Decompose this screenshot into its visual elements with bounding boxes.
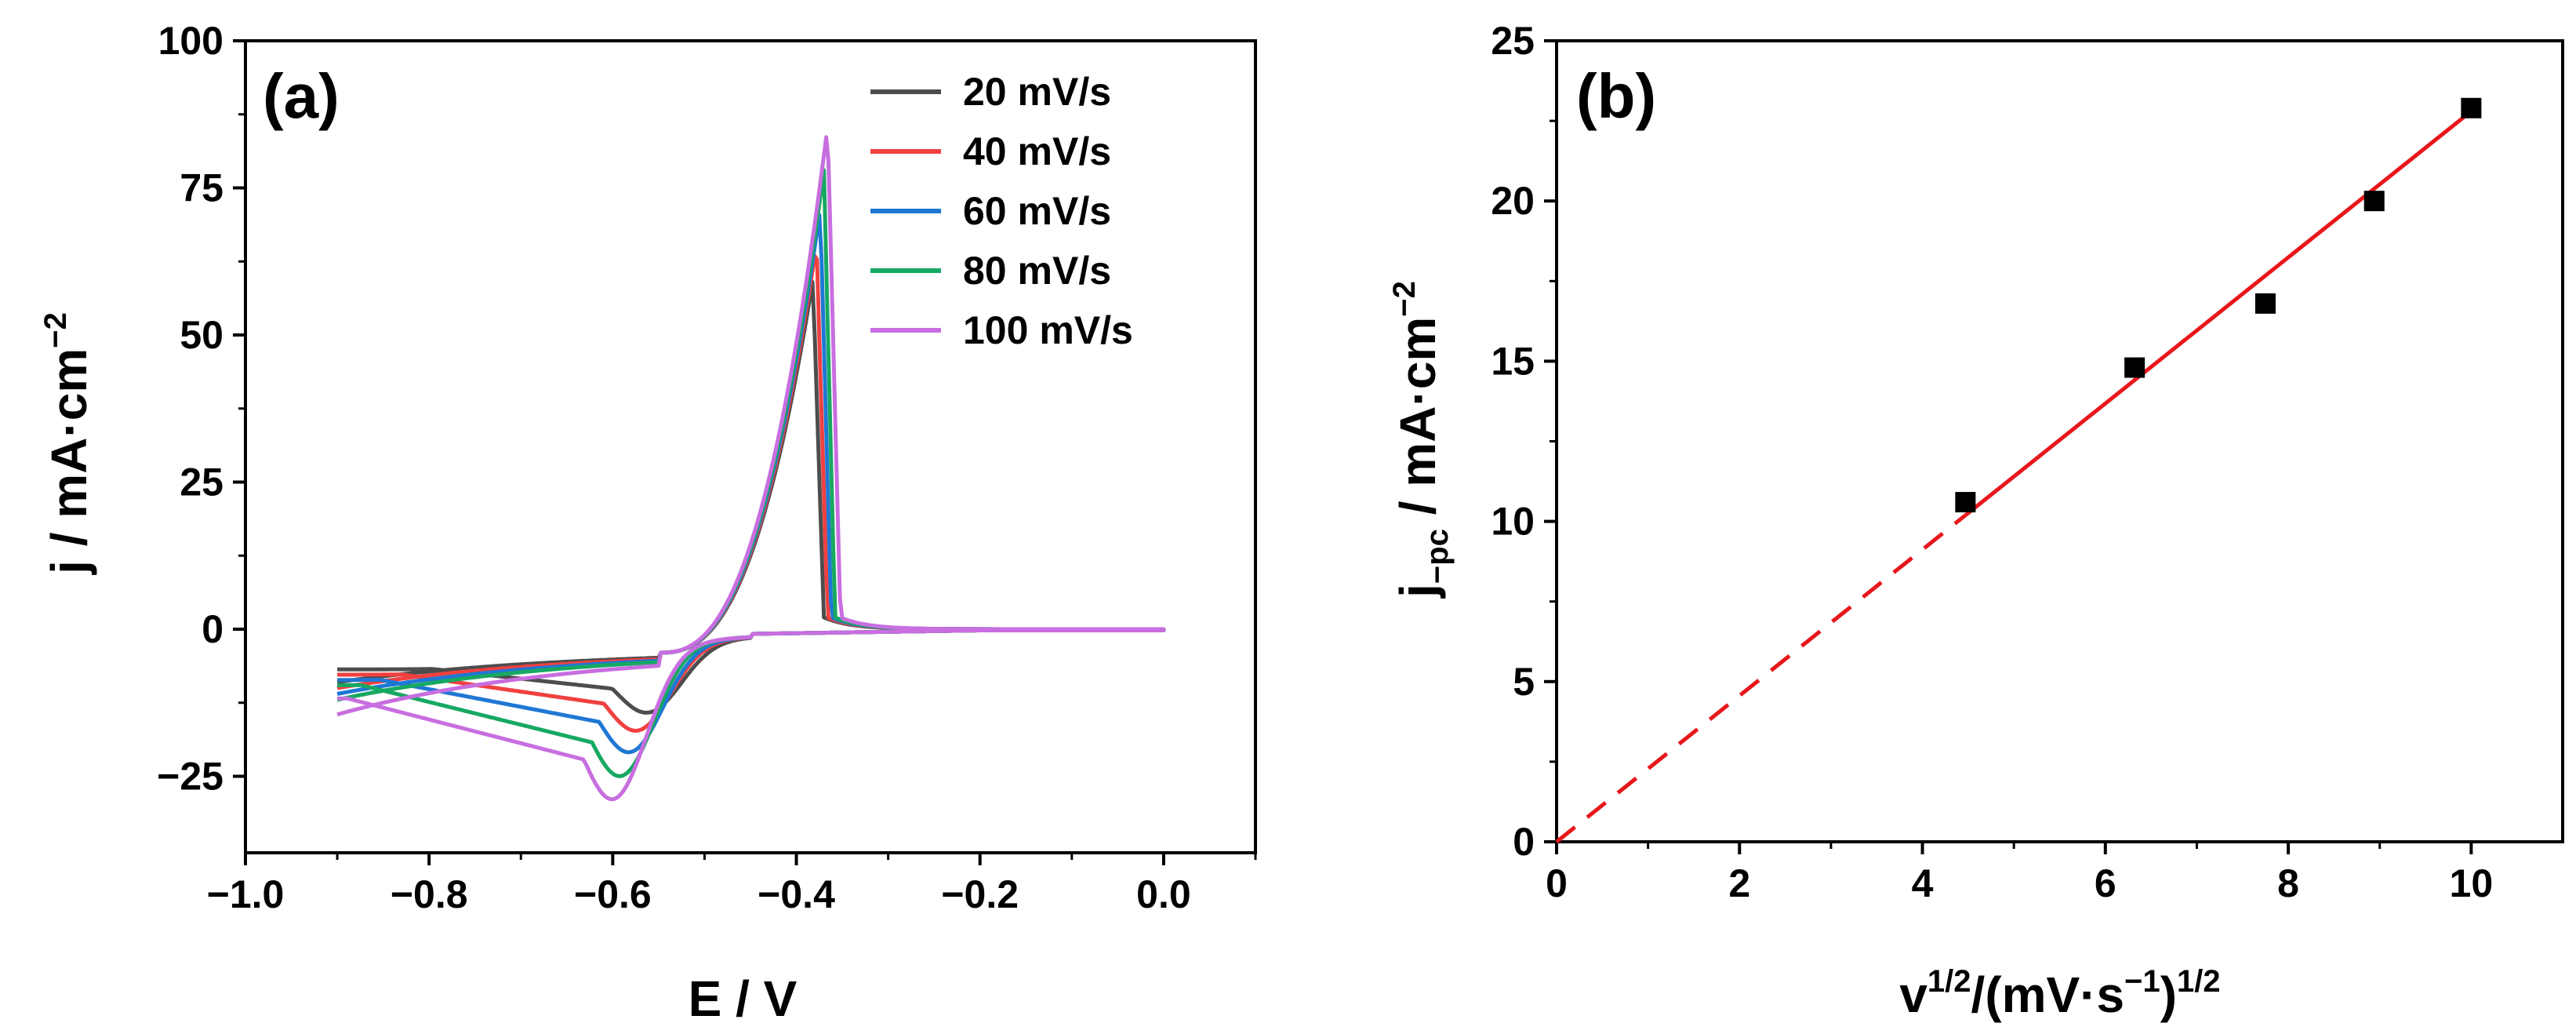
plot-a-ytick-label: 50 <box>180 313 223 357</box>
plot-a-ytick-label: 25 <box>180 461 223 504</box>
fit-line-dashed <box>1555 513 1967 843</box>
cv-curve-5 <box>336 135 1166 802</box>
plot-b-xlabel-v: v <box>1899 967 1927 1023</box>
plot-b-xlabel-sup2: −1 <box>2124 964 2160 999</box>
plot-b-ytick-label: 15 <box>1491 339 1535 383</box>
plot-b-ytick-label: 0 <box>1513 820 1535 864</box>
panel-b-label: (b) <box>1576 61 1656 131</box>
plot-b-xlabel-sup1: 1/2 <box>1927 964 1971 999</box>
fit-line-solid <box>1964 109 2472 517</box>
plot-a-xlabel: E / V <box>689 970 798 1027</box>
plot-b-xtick-label: 6 <box>2095 861 2116 905</box>
plot-a-ytick-label: 100 <box>158 19 223 63</box>
plot-a-ylabel-main: j / mA·cm <box>41 348 97 575</box>
plot-b-ytick-label: 10 <box>1491 500 1535 544</box>
plot-b-xlabel-end: ) <box>2160 967 2177 1023</box>
plot-a-xtick-label: −0.6 <box>574 872 652 916</box>
plot-b-xtick-label: 8 <box>2277 861 2299 905</box>
plot-a-ticks: −1.0 −0.8 −0.6 −0.4 −0.2 0.0 −25 0 25 50 75 100 <box>157 19 1257 916</box>
plot-b-xtick-label: 4 <box>1912 861 1934 905</box>
legend-label-4: 80 mV/s <box>963 249 1111 293</box>
plot-b-ylabel-sub: −pc <box>1420 529 1455 584</box>
plot-b-xlabel-sup3: 1/2 <box>2177 964 2221 999</box>
plot-a-ylabel-sup: −2 <box>38 312 73 348</box>
plot-b-ytick-label: 25 <box>1491 19 1535 63</box>
plot-b-points <box>1955 97 2482 513</box>
plot-a-xtick-label: −0.4 <box>758 872 835 916</box>
panel-a-cv-chart: −1.0 −0.8 −0.6 −0.4 −0.2 0.0 −25 0 25 50 75 100 20 … <box>38 19 1257 1027</box>
plot-b-ytick-label: 5 <box>1513 660 1535 704</box>
plot-b-ylabel-j: j <box>1390 584 1446 599</box>
plot-b-ylabel: j−pc / mA·cm−2 <box>1387 281 1455 599</box>
panel-a-label: (a) <box>263 61 340 131</box>
data-point-3 <box>2254 293 2276 314</box>
data-point-4 <box>2363 191 2385 212</box>
data-point-5 <box>2461 97 2482 118</box>
plot-a-curves <box>336 135 1166 802</box>
plot-b-xlabel: v1/2/(mV·s−1)1/2 <box>1899 964 2220 1023</box>
legend-label-2: 40 mV/s <box>963 129 1111 173</box>
legend-label-3: 60 mV/s <box>963 189 1111 233</box>
legend-label-5: 100 mV/s <box>963 308 1133 352</box>
data-point-1 <box>1955 492 1976 513</box>
legend-label-1: 20 mV/s <box>963 70 1111 114</box>
plot-a-legend: 20 mV/s 40 mV/s 60 mV/s 80 mV/s 100 mV/s <box>870 70 1133 352</box>
plot-a-ytick-label: −25 <box>157 755 223 799</box>
plot-a-xtick-label: −0.8 <box>391 872 468 916</box>
plot-b-xtick-label: 10 <box>2450 861 2494 905</box>
plot-b-xlabel-mid: /(mV·s <box>1971 967 2125 1023</box>
plot-a-xtick-label: −1.0 <box>207 872 285 916</box>
plot-b-xtick-label: 2 <box>1728 861 1750 905</box>
plot-a-xtick-label: −0.2 <box>941 872 1019 916</box>
plot-a-ytick-label: 0 <box>202 607 223 651</box>
plot-a-xtick-label: 0.0 <box>1136 872 1191 916</box>
plot-b-ytick-label: 20 <box>1491 179 1535 223</box>
plot-b-ticks: 0 2 4 6 8 10 0 5 10 15 20 25 <box>1491 19 2493 905</box>
plot-a-frame <box>244 39 1257 854</box>
plot-b-ylabel-sup: −2 <box>1387 281 1422 317</box>
plot-a-ylabel: j / mA·cm−2 <box>38 312 97 575</box>
plot-b-xtick-label: 0 <box>1546 861 1568 905</box>
plot-a-ytick-label: 75 <box>180 166 223 210</box>
data-point-2 <box>2124 357 2145 378</box>
plot-b-fit <box>1555 109 2472 843</box>
plot-b-ylabel-rest: / mA·cm <box>1390 317 1446 529</box>
